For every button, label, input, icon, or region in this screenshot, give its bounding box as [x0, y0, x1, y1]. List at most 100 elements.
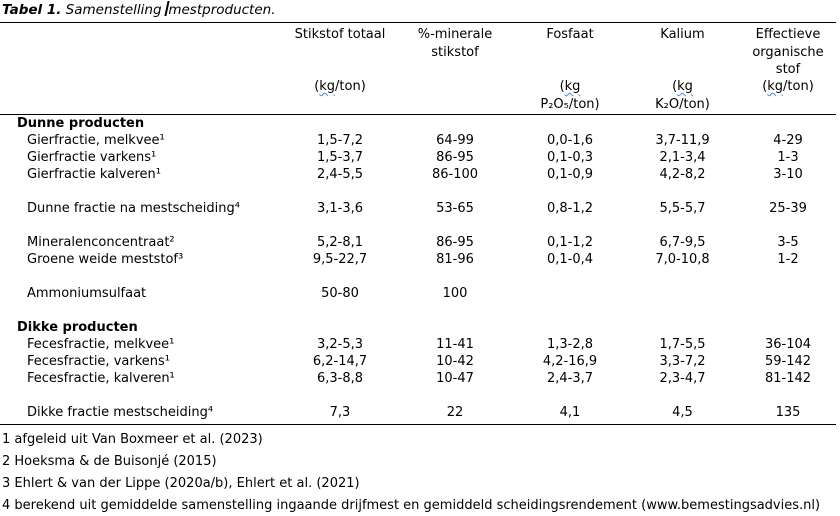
table-body: Dunne producten Gierfractie, melkvee¹ 1,5-… — [0, 115, 836, 425]
column-unit: (kg/ton) — [740, 78, 836, 96]
footnote: 4 berekend uit gemiddelde samenstelling … — [2, 498, 821, 513]
row-label: Groene weide meststof³ — [27, 252, 184, 267]
table-row: Groene weide meststof³ 9,5-22,7 81-96 0,1-0… — [0, 251, 836, 268]
caption-text-before-cursor: Samenstelling — [61, 2, 166, 18]
cell-value: 53-65 — [436, 201, 474, 216]
row-label: Gierfractie, melkvee¹ — [27, 133, 165, 148]
cell-value: 6,3-8,8 — [316, 371, 364, 386]
caption-text-after-cursor: mestproducten. — [168, 2, 276, 18]
cell-value: 86-95 — [436, 150, 474, 165]
cell-value: 4,2-8,2 — [659, 167, 706, 182]
cell-value: 3,1-3,6 — [316, 201, 364, 216]
cell-value: 10-42 — [436, 354, 474, 369]
footnote: 1 afgeleid uit Van Boxmeer et al. (2023) — [2, 432, 263, 447]
column-header-product — [0, 22, 285, 115]
column-unit: (kg/ton) — [285, 78, 395, 96]
cell-value: 5,5-5,7 — [659, 201, 706, 216]
table-row: Gierfractie varkens¹ 1,5-3,7 86-95 0,1-0,3 2… — [0, 149, 836, 166]
cell-value: 0,8-1,2 — [546, 201, 594, 216]
composition-table: Stikstof totaal (kg/ton) %-minerale stik… — [0, 22, 836, 425]
column-title: %-minerale stikstof — [417, 27, 493, 60]
row-label: Dikke fractie mestscheiding⁴ — [0, 404, 285, 425]
table-row: Gierfractie, melkvee¹ 1,5-7,2 64-99 0,0-1,6… — [0, 132, 836, 149]
column-title: Effectieve organische stof — [752, 27, 824, 77]
unit-text: ( — [314, 79, 320, 94]
cell-value: 2,1-3,4 — [659, 150, 706, 165]
cell-value: 0,1-0,9 — [546, 167, 594, 182]
cell-value: 81-142 — [764, 371, 812, 386]
group-label: Dikke producten — [17, 320, 138, 335]
cell-value: 6,2-14,7 — [312, 354, 368, 369]
spacer-row — [0, 268, 836, 285]
cell-value: 3,3-7,2 — [659, 354, 706, 369]
row-label: Gierfractie varkens¹ — [27, 150, 157, 165]
footnotes: 1 afgeleid uit Van Boxmeer et al. (2023)… — [0, 425, 840, 514]
group-row: Dunne producten — [0, 115, 836, 133]
cell-value: 9,5-22,7 — [312, 252, 368, 267]
column-header-stikstof-totaal: Stikstof totaal (kg/ton) — [285, 22, 395, 115]
cell-value: 1-3 — [777, 150, 799, 165]
cell-value: 4,1 — [515, 404, 625, 425]
unit-text: /ton) — [335, 79, 366, 94]
cell-value: 5,2-8,1 — [316, 235, 364, 250]
group-row: Dikke producten — [0, 319, 836, 336]
cell-value: 3-10 — [773, 167, 803, 182]
footnote: 3 Ehlert & van der Lippe (2020a/b), Ehle… — [2, 476, 360, 491]
cell-value: 4,5 — [625, 404, 740, 425]
cell-value: 86-100 — [431, 167, 479, 182]
spacer-cell — [0, 217, 836, 234]
unit-text-line2: K₂O/ton) — [655, 96, 710, 112]
header-row: Stikstof totaal (kg/ton) %-minerale stik… — [0, 22, 836, 115]
column-title: Fosfaat — [546, 27, 594, 42]
row-label: Dunne fractie na mestscheiding⁴ — [27, 201, 240, 216]
spellcheck-word: kg — [767, 79, 784, 94]
table-caption: Tabel 1. Samenstelling mestproducten. — [0, 1, 840, 22]
spacer-row — [0, 387, 836, 404]
cell-value: 6,7-9,5 — [659, 235, 706, 250]
spacer-cell — [0, 302, 836, 319]
cell-value: 81-96 — [436, 252, 474, 267]
cell-value — [625, 285, 740, 302]
cell-value: 1,5-3,7 — [316, 150, 364, 165]
cell-value: 1,7-5,5 — [659, 337, 706, 352]
table-row: Dunne fractie na mestscheiding⁴ 3,1-3,6 53… — [0, 200, 836, 217]
column-title: Kalium — [660, 27, 705, 42]
cell-value: 0,0-1,6 — [546, 133, 594, 148]
column-unit: (kg P₂O₅/ton) — [515, 78, 625, 113]
cell-value: 1,5-7,2 — [316, 133, 364, 148]
cell-value: 3-5 — [777, 235, 799, 250]
cell-value: 2,4-5,5 — [316, 167, 364, 182]
cell-value — [740, 285, 836, 302]
row-label: Fecesfractie, melkvee¹ — [27, 337, 175, 352]
row-label: Gierfractie kalveren¹ — [27, 167, 161, 182]
spellcheck-word: kg — [677, 79, 693, 94]
cell-value: 64-99 — [436, 133, 474, 148]
spacer-cell — [0, 387, 836, 404]
column-unit: (kg K₂O/ton) — [625, 78, 740, 113]
spacer-cell — [0, 268, 836, 285]
table-row: Ammoniumsulfaat 50-80 100 — [0, 285, 836, 302]
unit-text-line2: P₂O₅/ton) — [540, 96, 600, 112]
cell-value: 2,3-4,7 — [659, 371, 706, 386]
cell-value: 22 — [395, 404, 515, 425]
cell-value: 1,3-2,8 — [546, 337, 594, 352]
spacer-row — [0, 183, 836, 200]
spellcheck-word: kg — [319, 79, 336, 94]
spacer-cell — [0, 183, 836, 200]
unit-text: ( — [559, 79, 565, 94]
column-header-fosfaat: Fosfaat (kg P₂O₅/ton) — [515, 22, 625, 115]
table-row: Fecesfractie, kalveren¹ 6,3-8,8 10-47 2,4-3… — [0, 370, 836, 387]
cell-value: 1-2 — [777, 252, 799, 267]
cell-value: 3,7-11,9 — [655, 133, 710, 148]
cell-value: 4-29 — [773, 133, 803, 148]
cell-value: 0,1-0,3 — [546, 150, 594, 165]
spellcheck-word: kg — [564, 79, 581, 94]
caption-number: Tabel 1. — [2, 2, 62, 18]
table-row: Dikke fractie mestscheiding⁴ 7,3 22 4,1 4,5 1… — [0, 404, 836, 425]
cell-value: 36-104 — [764, 337, 812, 352]
cell-value: 2,4-3,7 — [546, 371, 594, 386]
footnote: 2 Hoeksma & de Buisonjé (2015) — [2, 454, 217, 469]
cell-value: 100 — [442, 286, 468, 301]
unit-text: ( — [762, 79, 768, 94]
